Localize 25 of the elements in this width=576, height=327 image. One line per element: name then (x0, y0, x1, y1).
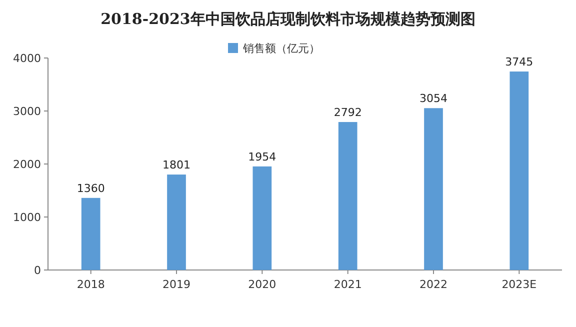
data-label: 3745 (505, 56, 534, 69)
bar (167, 174, 186, 270)
y-tick-label: 0 (34, 264, 41, 277)
y-tick-label: 2000 (13, 158, 41, 171)
y-tick-label: 4000 (13, 52, 41, 65)
bar (338, 122, 358, 270)
data-label: 1801 (162, 158, 190, 172)
x-tick-label: 2020 (248, 278, 276, 291)
x-tick-label: 2022 (420, 278, 448, 291)
data-label: 2792 (334, 106, 362, 120)
y-tick-label: 3000 (13, 104, 41, 118)
x-tick-label: 2019 (162, 278, 190, 291)
bar (81, 198, 100, 270)
bar (424, 108, 443, 270)
x-tick-label: 2018 (76, 278, 105, 291)
y-tick-label: 1000 (13, 210, 41, 224)
data-label: 3054 (420, 92, 448, 106)
bar (252, 166, 272, 270)
x-tick-label: 2023E (502, 278, 537, 291)
bar (510, 72, 529, 270)
chart-title: 2018-2023年中国饮品店现制饮料市场规模趋势预测图 (100, 10, 476, 28)
x-tick-label: 2021 (334, 278, 362, 291)
data-label: 1360 (76, 182, 105, 195)
legend-label: 销售额（亿元） (242, 42, 320, 55)
data-label: 1954 (248, 150, 276, 164)
